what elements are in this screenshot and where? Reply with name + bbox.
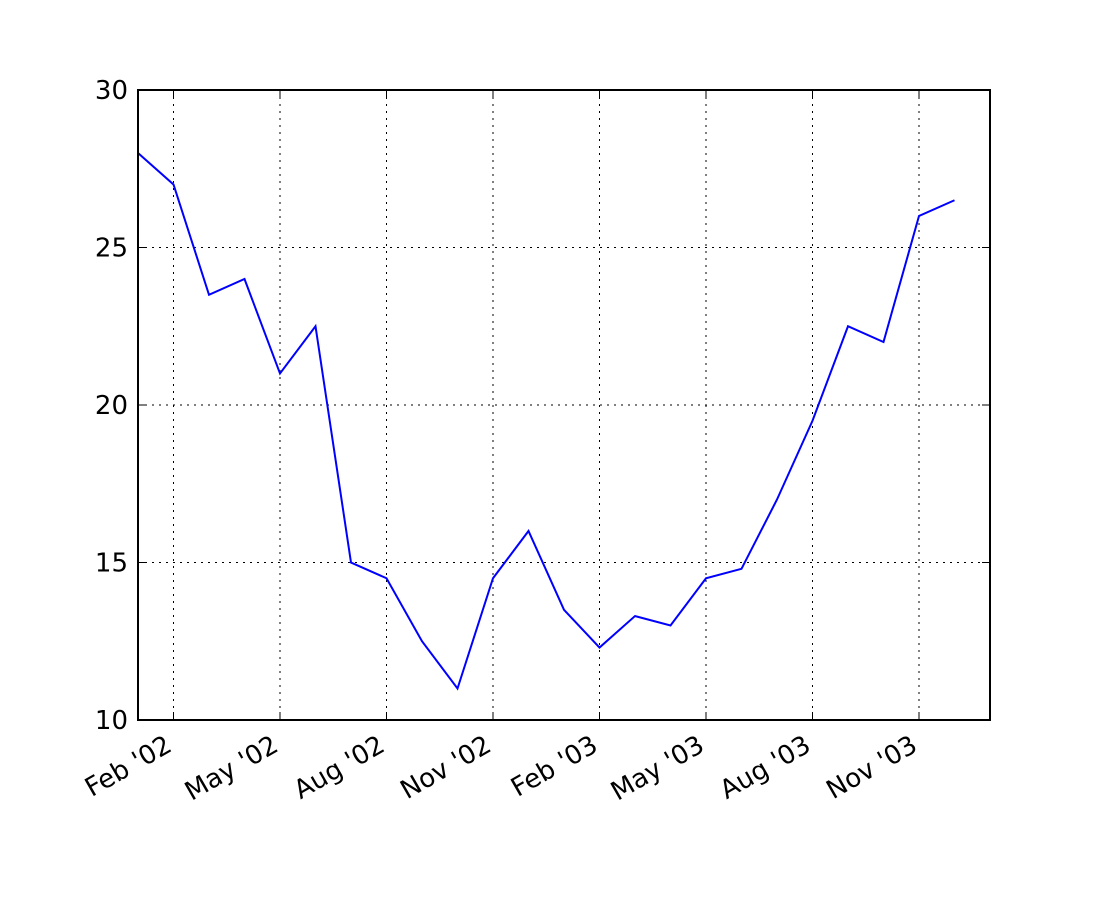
x-tick-label: May '03 — [606, 730, 710, 807]
x-tick-label: Nov '02 — [396, 730, 497, 806]
y-tick-label: 10 — [95, 706, 128, 736]
y-tick-label: 15 — [95, 549, 128, 579]
x-tick-label: Aug '03 — [715, 730, 816, 806]
x-tick-label: Feb '02 — [80, 730, 177, 803]
x-tick-label: May '02 — [180, 730, 284, 807]
data-line — [137, 152, 955, 691]
y-tick-label: 25 — [95, 234, 128, 264]
plot-frame — [137, 89, 991, 721]
y-tick-label: 20 — [95, 391, 128, 421]
y-tick-label: 30 — [95, 76, 128, 106]
x-tick-label: Aug '02 — [289, 730, 390, 806]
x-tick-label: Feb '03 — [506, 730, 603, 803]
x-tick-label: Nov '03 — [822, 730, 923, 806]
